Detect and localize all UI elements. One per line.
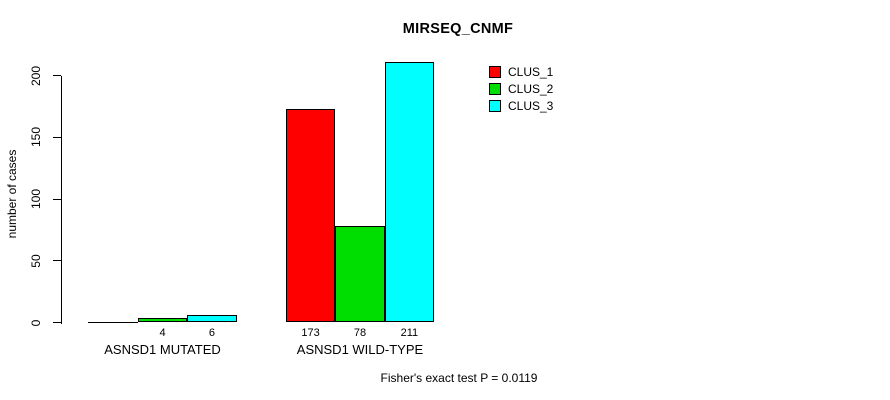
chart-title: MIRSEQ_CNMF bbox=[402, 21, 514, 37]
bar-clus_3 bbox=[384, 61, 435, 323]
bar-value-label: 6 bbox=[208, 327, 215, 339]
y-axis-tick-label: 100 bbox=[29, 188, 43, 210]
bar-clus_1-zero bbox=[88, 321, 138, 323]
y-axis-tick-label: 0 bbox=[29, 319, 43, 326]
y-axis-tick-label: 50 bbox=[29, 254, 43, 268]
bar-value-label: 4 bbox=[159, 327, 166, 339]
legend-swatch-clus_3 bbox=[489, 100, 501, 112]
bar-clus_2 bbox=[137, 317, 188, 323]
legend-swatch-clus_1 bbox=[489, 66, 501, 78]
annotation-fisher-test: Fisher's exact test P = 0.0119 bbox=[380, 371, 538, 385]
x-axis-group-label: ASNSD1 WILD-TYPE bbox=[296, 342, 424, 357]
y-axis-tick bbox=[53, 75, 61, 76]
legend-label-clus_1: CLUS_1 bbox=[508, 65, 554, 79]
y-axis-line bbox=[61, 75, 62, 324]
y-axis-tick-label: 150 bbox=[29, 127, 43, 148]
y-axis-tick bbox=[53, 136, 61, 138]
y-axis-tick bbox=[53, 260, 61, 262]
y-axis-label: number of cases bbox=[5, 149, 19, 239]
legend-label-clus_2: CLUS_2 bbox=[508, 82, 554, 96]
y-axis-tick bbox=[53, 322, 61, 323]
y-axis-tick-label: 200 bbox=[29, 65, 43, 86]
bar-value-label: 211 bbox=[400, 327, 419, 339]
bar-clus_1 bbox=[285, 108, 336, 323]
bar-clus_3 bbox=[187, 315, 237, 323]
y-axis-tick bbox=[53, 198, 61, 200]
legend-label-clus_3: CLUS_3 bbox=[508, 99, 554, 113]
bar-value-label: 78 bbox=[353, 327, 367, 339]
x-axis-group-label: ASNSD1 MUTATED bbox=[104, 342, 221, 357]
bar-clus_2 bbox=[335, 226, 385, 323]
bar-value-label: 173 bbox=[301, 327, 320, 339]
legend-swatch-clus_2 bbox=[489, 83, 501, 95]
